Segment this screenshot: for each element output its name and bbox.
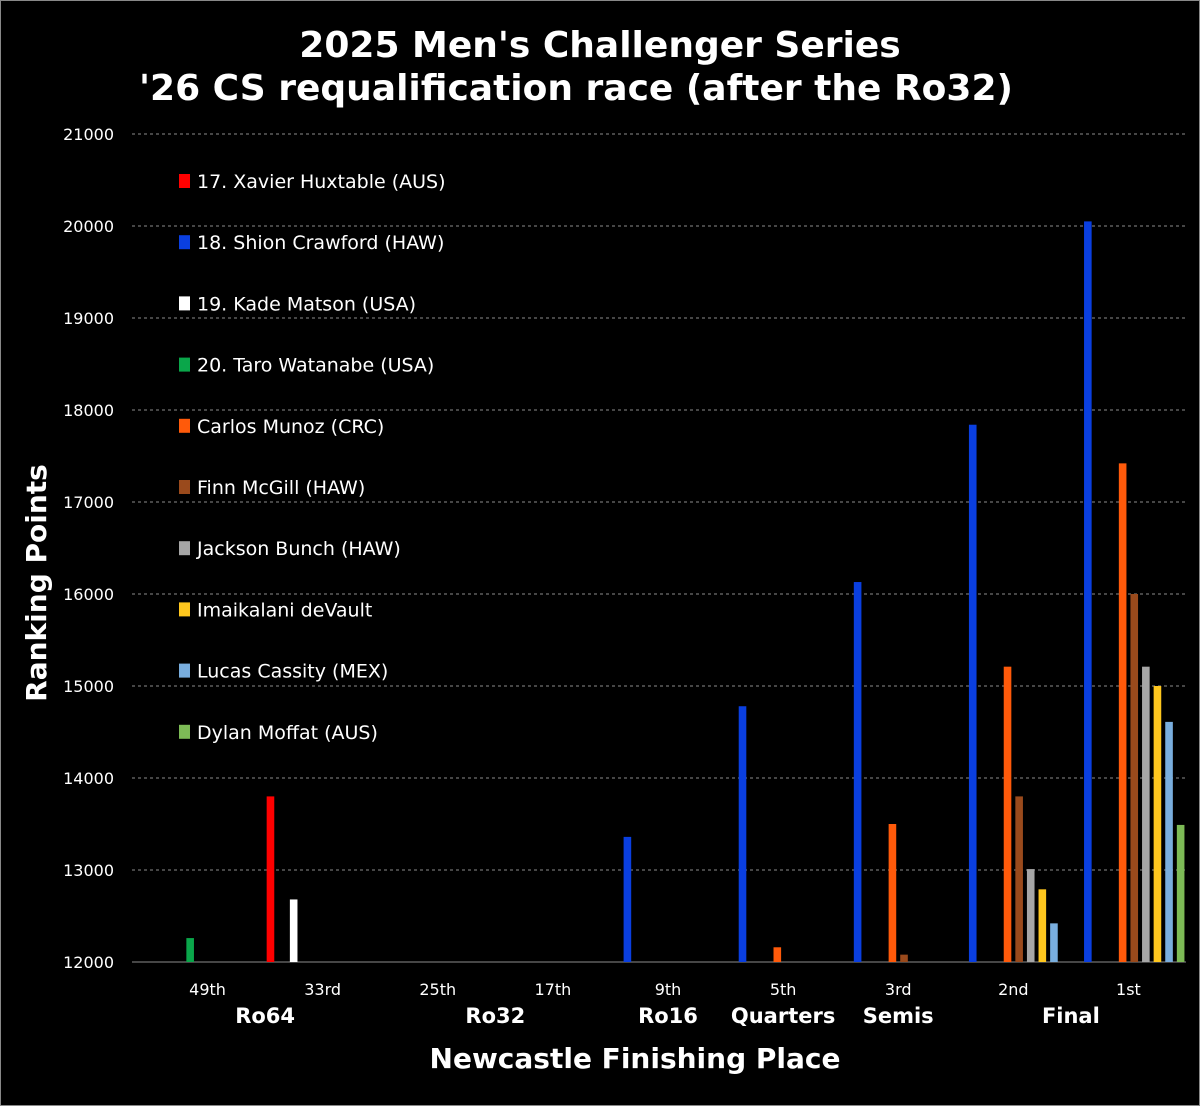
bar	[853, 582, 862, 962]
y-tick-label: 13000	[63, 861, 114, 880]
round-label: Quarters	[731, 1004, 835, 1028]
bar	[1084, 221, 1092, 962]
legend-label: 20. Taro Watanabe (USA)	[197, 355, 434, 377]
legend-label: Finn McGill (HAW)	[197, 477, 365, 499]
legend-swatch	[179, 663, 190, 678]
x-tick-label: 33rd	[304, 980, 341, 999]
legend-label: Imaikalani deVault	[197, 599, 372, 621]
round-label: Ro32	[465, 1004, 525, 1028]
y-tick-label: 15000	[63, 677, 114, 696]
bar	[773, 947, 782, 962]
legend-label: 19. Kade Matson (USA)	[197, 293, 416, 315]
y-axis-label: Ranking Points	[20, 464, 53, 702]
legend-swatch	[179, 296, 190, 311]
x-tick-label: 5th	[770, 980, 797, 999]
y-tick-label: 12000	[63, 953, 114, 972]
legend-label: Lucas Cassity (MEX)	[197, 661, 388, 683]
x-tick-label: 49th	[189, 980, 226, 999]
legend-swatch	[179, 357, 190, 372]
y-tick-label: 14000	[63, 769, 114, 788]
bar	[888, 824, 897, 962]
bar	[1050, 923, 1058, 962]
y-tick-label: 17000	[63, 493, 114, 512]
legend-label: Dylan Moffat (AUS)	[197, 722, 378, 744]
y-axis-ticks: 12000 13000 14000 15000 16000 17000 18000 19000…	[63, 125, 114, 972]
y-tick-label: 21000	[63, 125, 114, 144]
round-label: Final	[1042, 1004, 1100, 1028]
y-tick-label: 18000	[63, 401, 114, 420]
legend: 17. Xavier Huxtable (AUS) 18. Shion Crawf…	[179, 171, 446, 744]
chart-subtitle: '26 CS requalification race (after the R…	[139, 68, 1013, 109]
legend-swatch	[179, 174, 190, 188]
x-tick-label: 9th	[655, 980, 682, 999]
bar	[900, 954, 908, 962]
legend-swatch	[179, 418, 190, 433]
bar	[289, 899, 298, 962]
bar	[968, 424, 977, 963]
bar	[1026, 869, 1035, 962]
bar	[186, 938, 194, 962]
bar	[1003, 666, 1012, 962]
round-label: Semis	[863, 1004, 934, 1028]
round-label: Ro64	[235, 1004, 295, 1028]
bar	[623, 836, 632, 962]
legend-label: Jackson Bunch (HAW)	[196, 538, 401, 560]
legend-swatch	[179, 602, 190, 617]
legend-swatch	[179, 541, 190, 556]
bars	[186, 221, 1185, 963]
bar	[1153, 686, 1162, 962]
legend-swatch	[179, 235, 190, 250]
x-tick-label: 25th	[419, 980, 456, 999]
legend-swatch	[179, 724, 190, 739]
legend-label: 18. Shion Crawford (HAW)	[197, 232, 444, 254]
round-labels: Ro64 Ro32 Ro16 Quarters Semis Final	[235, 1004, 1100, 1028]
y-tick-label: 16000	[63, 585, 114, 604]
bar	[1130, 594, 1139, 962]
x-tick-label: 3rd	[885, 980, 912, 999]
bar	[1142, 666, 1150, 962]
legend-swatch	[179, 480, 190, 494]
x-tick-label: 1st	[1116, 980, 1141, 999]
y-tick-label: 20000	[63, 217, 114, 236]
bar	[738, 706, 747, 962]
x-tick-label: 17th	[534, 980, 571, 999]
x-axis-ticks: 49th 33rd 25th 17th 9th 5th 3rd 2nd 1st	[189, 980, 1141, 999]
chart-title: 2025 Men's Challenger Series	[299, 25, 900, 66]
bar	[1176, 824, 1185, 962]
x-tick-label: 2nd	[998, 980, 1028, 999]
y-tick-label: 19000	[63, 309, 114, 328]
bar	[266, 796, 275, 962]
bar	[1015, 796, 1023, 962]
x-axis-label: Newcastle Finishing Place	[430, 1042, 841, 1075]
legend-label: Carlos Munoz (CRC)	[197, 416, 384, 438]
legend-label: 17. Xavier Huxtable (AUS)	[197, 171, 446, 193]
bar	[1118, 463, 1127, 962]
bar	[1038, 889, 1047, 962]
bar	[1165, 721, 1173, 962]
round-label: Ro16	[638, 1004, 698, 1028]
